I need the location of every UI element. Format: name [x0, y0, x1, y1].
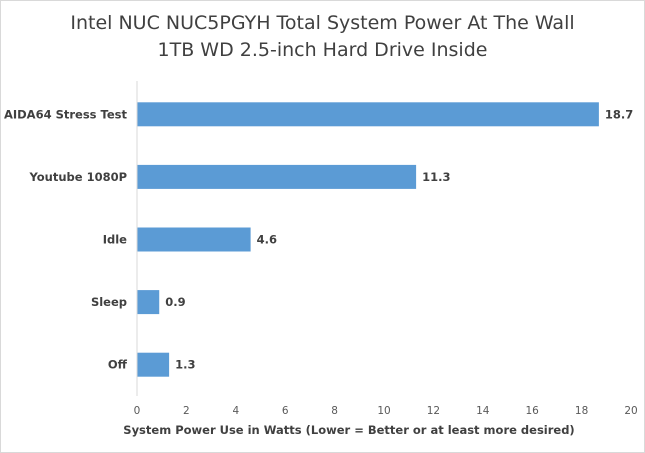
x-tick-label-1: 2 [183, 405, 190, 417]
category-label-1: Youtube 1080P [28, 170, 127, 184]
data-label-4: 1.3 [175, 358, 195, 372]
x-tick-label-0: 0 [134, 405, 141, 417]
data-label-0: 18.7 [605, 107, 633, 121]
data-labels: 18.7 11.3 4.6 0.9 1.3 [165, 107, 633, 371]
x-tick-label-2: 4 [232, 405, 239, 417]
bar-4 [137, 352, 170, 377]
x-tick-label-10: 20 [624, 405, 637, 417]
bar-0 [137, 102, 599, 127]
category-labels: AIDA64 Stress Test Youtube 1080P Idle Sleep… [4, 107, 128, 371]
data-label-2: 4.6 [257, 233, 277, 247]
category-label-3: Sleep [91, 295, 127, 309]
x-tick-label-3: 6 [282, 405, 289, 417]
x-tick-label-5: 10 [377, 405, 390, 417]
x-tick-label-9: 18 [575, 405, 588, 417]
x-axis-ticks: 0 2 4 6 8 10 12 14 16 18 20 [134, 405, 638, 417]
bars-layer [137, 102, 599, 377]
x-tick-label-7: 14 [476, 405, 490, 417]
chart-title-line-2: 1TB WD 2.5-inch Hard Drive Inside [157, 39, 488, 61]
bar-1 [137, 164, 417, 189]
x-axis-title: System Power Use in Watts (Lower = Bette… [123, 423, 574, 437]
x-tick-label-4: 8 [331, 405, 338, 417]
category-label-4: Off [108, 358, 128, 372]
data-label-1: 11.3 [422, 170, 450, 184]
bar-3 [137, 290, 160, 315]
x-tick-label-6: 12 [427, 405, 440, 417]
data-label-3: 0.9 [165, 295, 185, 309]
chart-title-line-1: Intel NUC NUC5PGYH Total System Power At… [70, 12, 575, 34]
bar-2 [137, 227, 251, 252]
x-tick-label-8: 16 [526, 405, 540, 417]
category-label-0: AIDA64 Stress Test [4, 107, 128, 121]
category-label-2: Idle [103, 233, 127, 247]
